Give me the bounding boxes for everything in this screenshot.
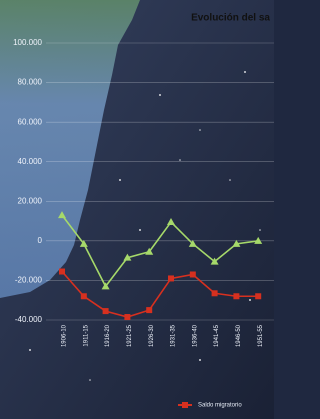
y-tick-label: -40.000 xyxy=(15,315,43,324)
point xyxy=(233,293,239,299)
y-tick-label: 80.000 xyxy=(18,78,43,87)
y-tick-label: 100.000 xyxy=(13,38,42,47)
x-tick-label: 1916-20 xyxy=(105,324,111,347)
x-tick-label: 1906-10 xyxy=(62,324,68,347)
y-tick-label: 60.000 xyxy=(18,117,43,126)
point xyxy=(146,307,152,313)
point xyxy=(212,290,218,296)
point xyxy=(168,275,174,281)
x-tick-label: 1931-35 xyxy=(171,324,177,347)
y-tick-label: 40.000 xyxy=(18,157,43,166)
x-tick-label: 1911-15 xyxy=(83,324,89,346)
legend: Saldo migratorio xyxy=(178,402,242,409)
x-tick-label: 1941-45 xyxy=(214,324,220,347)
point xyxy=(81,293,87,299)
x-tick-label: 1936-40 xyxy=(192,324,198,347)
x-tick-label: 1921-25 xyxy=(127,324,133,347)
y-tick-label: -20.000 xyxy=(15,276,43,285)
point xyxy=(124,314,130,320)
point xyxy=(255,293,261,299)
x-tick-label: 1946-50 xyxy=(236,324,242,347)
chart: Evolución del sa Saldo migratorio -40.00… xyxy=(0,0,274,419)
y-tick-label: 0 xyxy=(38,236,43,245)
point xyxy=(190,271,196,277)
x-tick-label: 1951-55 xyxy=(258,324,264,347)
chart-title: Evolución del sa xyxy=(191,13,270,24)
x-tick-label: 1926-30 xyxy=(149,324,155,347)
point xyxy=(103,308,109,314)
legend-marker xyxy=(182,402,188,408)
legend-label: Saldo migratorio xyxy=(198,403,242,409)
y-tick-label: 20.000 xyxy=(18,196,43,205)
point xyxy=(59,269,65,275)
